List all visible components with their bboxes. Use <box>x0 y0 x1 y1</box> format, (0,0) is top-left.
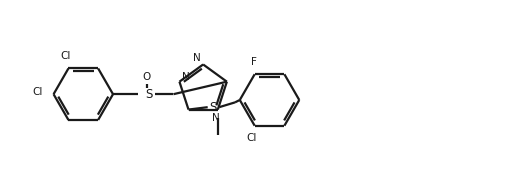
Text: N: N <box>193 53 201 63</box>
Text: Cl: Cl <box>246 133 257 143</box>
Text: S: S <box>210 101 217 114</box>
Text: N: N <box>183 72 190 82</box>
Text: O: O <box>142 72 150 82</box>
Text: S: S <box>145 88 152 101</box>
Text: Cl: Cl <box>32 87 43 97</box>
Text: N: N <box>212 113 220 123</box>
Text: F: F <box>251 57 257 67</box>
Text: Cl: Cl <box>61 51 71 61</box>
